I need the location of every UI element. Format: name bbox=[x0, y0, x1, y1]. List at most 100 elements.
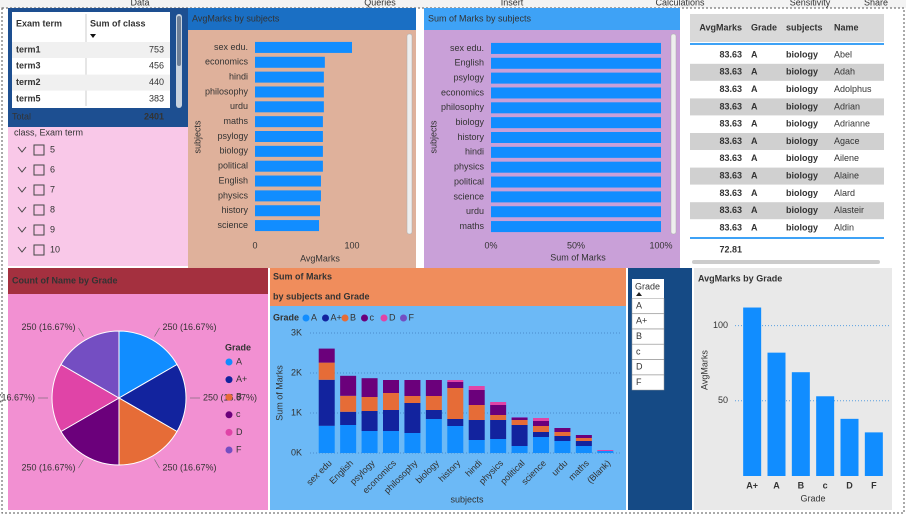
bar bbox=[491, 117, 661, 129]
pie-slice bbox=[118, 397, 178, 466]
bar bbox=[255, 41, 352, 53]
slicer-item[interactable]: 8 bbox=[50, 204, 55, 214]
slicer-item[interactable]: F bbox=[636, 377, 642, 387]
title-bar bbox=[8, 268, 268, 294]
y-tick-label: history bbox=[221, 205, 248, 215]
cell: A bbox=[751, 119, 758, 129]
slicer-item[interactable]: B bbox=[636, 331, 642, 341]
title-bar bbox=[188, 8, 416, 30]
bar bbox=[491, 72, 661, 84]
legend-marker bbox=[225, 358, 233, 366]
y-tick-label: urdu bbox=[466, 206, 484, 216]
bar-segment bbox=[447, 380, 464, 382]
bar bbox=[255, 116, 323, 128]
checkbox[interactable] bbox=[33, 224, 45, 236]
legend-marker bbox=[225, 411, 233, 419]
y-tick-label: political bbox=[218, 161, 248, 171]
slicer-title: Grade bbox=[635, 281, 660, 291]
bar-segment bbox=[533, 421, 549, 426]
slicer-item[interactable]: 7 bbox=[50, 184, 55, 194]
slicer-item[interactable]: 10 bbox=[50, 244, 60, 254]
checkbox[interactable] bbox=[33, 244, 45, 256]
slicer-item[interactable]: A+ bbox=[636, 316, 647, 326]
bar-segment bbox=[597, 451, 614, 453]
bar-segment bbox=[511, 420, 528, 425]
data-label: 250 (16.67%) bbox=[0, 392, 35, 402]
pie-slice bbox=[117, 363, 187, 433]
legend-marker bbox=[225, 428, 233, 436]
y-tick-label: 0K bbox=[291, 447, 302, 457]
checkbox[interactable] bbox=[33, 164, 45, 176]
legend-label: A bbox=[236, 356, 242, 366]
checkbox[interactable] bbox=[33, 184, 45, 196]
bar-segment bbox=[318, 379, 335, 426]
bar-segment bbox=[575, 446, 592, 453]
cell: 83.63 bbox=[719, 119, 742, 129]
legend-marker bbox=[322, 314, 329, 322]
bar-segment bbox=[554, 436, 571, 441]
cell: 83.63 bbox=[719, 84, 742, 94]
cell: biology bbox=[786, 153, 818, 163]
bar bbox=[255, 205, 320, 217]
y-tick-label: English bbox=[454, 58, 484, 68]
y-tick-label: English bbox=[218, 175, 248, 185]
y-tick-label: biology bbox=[219, 146, 248, 156]
sort-arrow bbox=[636, 292, 642, 296]
cell: Agace bbox=[834, 136, 860, 146]
y-tick-label: science bbox=[453, 191, 484, 201]
bar-segment bbox=[490, 420, 507, 439]
chart-title: Sum of Marks by subjects bbox=[428, 13, 532, 23]
title-bar bbox=[270, 268, 626, 306]
row-band bbox=[690, 63, 884, 81]
y-tick-label: physics bbox=[454, 162, 485, 172]
cell: biology bbox=[786, 205, 818, 215]
slicer-item[interactable]: 5 bbox=[50, 144, 55, 154]
bar-segment bbox=[404, 396, 421, 403]
bar-segment bbox=[361, 397, 378, 411]
y-tick-label: maths bbox=[223, 116, 248, 126]
slicer-item[interactable]: D bbox=[636, 362, 643, 372]
bar bbox=[743, 307, 762, 476]
scrollbar bbox=[406, 33, 413, 235]
cell: A bbox=[751, 222, 758, 232]
cell: 383 bbox=[149, 93, 164, 103]
legend-label: c bbox=[370, 312, 375, 322]
bar-segment bbox=[533, 432, 549, 437]
slicer-item[interactable]: 6 bbox=[50, 164, 55, 174]
x-tick-label: c bbox=[823, 480, 828, 490]
cell: biology bbox=[786, 136, 818, 146]
legend-label: A+ bbox=[236, 374, 247, 384]
slicer-option[interactable] bbox=[631, 328, 665, 345]
bar-segment bbox=[575, 441, 592, 446]
legend-title: Grade bbox=[273, 312, 299, 322]
total-value: 72.81 bbox=[719, 244, 742, 254]
bar bbox=[491, 146, 661, 158]
cell: term1 bbox=[16, 44, 41, 54]
bar-segment bbox=[490, 405, 507, 415]
legend-label: A+ bbox=[331, 312, 342, 322]
slicer-option[interactable] bbox=[631, 359, 665, 375]
ribbon bbox=[0, 0, 906, 8]
slicer-option[interactable] bbox=[631, 344, 665, 360]
slicer-option[interactable] bbox=[631, 313, 665, 330]
chart-title: AvgMarks by subjects bbox=[192, 13, 280, 23]
slicer-item[interactable]: A bbox=[636, 300, 642, 310]
slicer-item[interactable]: 9 bbox=[50, 224, 55, 234]
data-label: 250 (16.67%) bbox=[21, 322, 75, 332]
y-tick-label: economics bbox=[441, 87, 485, 97]
x-tick-label: 100 bbox=[344, 240, 359, 250]
row-band bbox=[690, 167, 884, 185]
cell: 83.63 bbox=[719, 136, 742, 146]
cell: biology bbox=[786, 222, 818, 232]
bar bbox=[767, 352, 786, 476]
checkbox[interactable] bbox=[33, 144, 45, 156]
slicer-option[interactable] bbox=[631, 374, 665, 391]
slicer-item[interactable]: c bbox=[636, 346, 641, 356]
checkbox[interactable] bbox=[33, 204, 45, 216]
slicer-option[interactable] bbox=[631, 298, 665, 314]
bar-segment bbox=[490, 402, 507, 405]
x-axis-title: subjects bbox=[450, 494, 484, 504]
row-band bbox=[690, 133, 884, 150]
cell: 83.63 bbox=[719, 222, 742, 232]
x-tick-label: A bbox=[773, 480, 780, 490]
